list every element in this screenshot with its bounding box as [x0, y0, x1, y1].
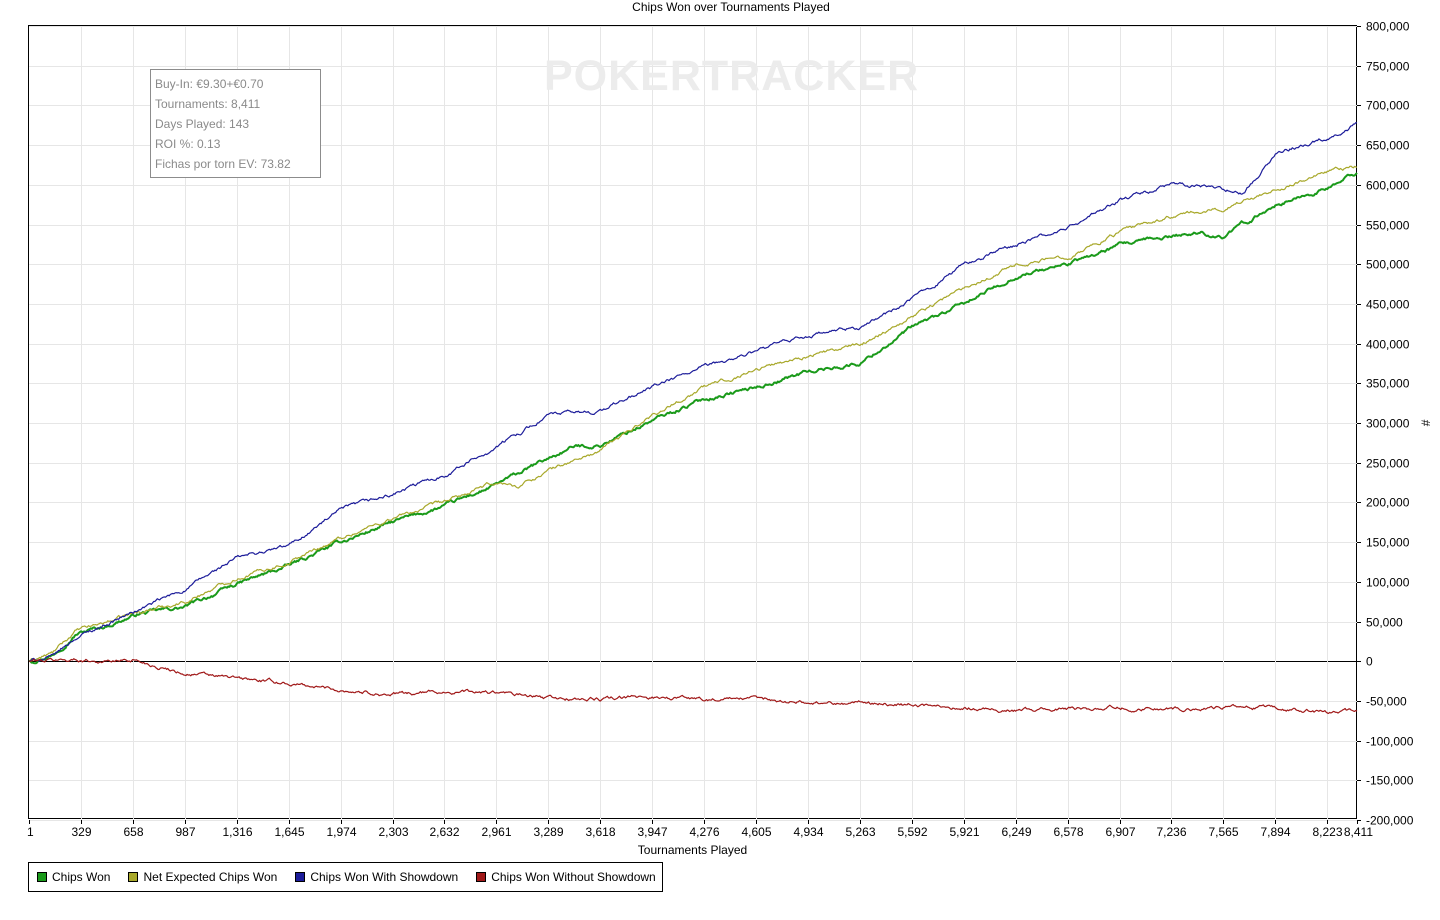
x-tick-label: 8,411: [1344, 825, 1373, 839]
legend-item-net-expected[interactable]: Net Expected Chips Won: [128, 870, 277, 884]
chart-legend: Chips Won Net Expected Chips Won Chips W…: [28, 862, 663, 892]
legend-swatch-without-showdown: [476, 872, 487, 882]
legend-item-with-showdown[interactable]: Chips Won With Showdown: [295, 870, 458, 884]
info-days-played: Days Played: 143: [155, 117, 250, 131]
y-tick-label: 800,000: [1366, 20, 1410, 34]
x-tick-label: 5,592: [897, 825, 927, 839]
x-tick-label: 1,974: [326, 825, 356, 839]
stats-info-box: Buy-In: €9.30+€0.70 Tournaments: 8,411 D…: [150, 69, 321, 178]
x-tick-label: 6,249: [1001, 825, 1031, 839]
legend-label-without-showdown: Chips Won Without Showdown: [491, 870, 656, 884]
y-tick-label: -150,000: [1366, 774, 1414, 788]
y-tick-label: -100,000: [1366, 735, 1414, 749]
watermark-logo: POKERTRACKER: [544, 52, 919, 100]
x-axis-title: Tournaments Played: [637, 843, 748, 857]
legend-label-with-showdown: Chips Won With Showdown: [310, 870, 459, 884]
y-tick-label: 300,000: [1366, 417, 1410, 431]
x-tick-label: 4,605: [741, 825, 771, 839]
y-tick-label: 450,000: [1366, 298, 1410, 312]
y-tick-label: 500,000: [1366, 258, 1410, 272]
info-roi: ROI %: 0.13: [155, 137, 221, 151]
y-axis-title: #: [1418, 419, 1433, 427]
legend-label-chips-won: Chips Won: [52, 870, 111, 884]
y-tick-label: -200,000: [1366, 814, 1414, 828]
y-tick-label: 100,000: [1366, 576, 1410, 590]
x-tick-label: 6,578: [1053, 825, 1083, 839]
legend-swatch-with-showdown: [295, 872, 306, 882]
legend-swatch-net-expected: [128, 872, 139, 882]
x-tick-label: 7,236: [1156, 825, 1186, 839]
y-tick-label: 350,000: [1366, 377, 1410, 391]
series-line-chips-won: [28, 172, 1358, 665]
axes: 800,000 750,000 700,000 650,000 600,000 550,0…: [27, 20, 1414, 840]
x-tick-label: 3,618: [585, 825, 615, 839]
y-tick-label: -50,000: [1366, 695, 1407, 709]
x-tick-label: 2,303: [378, 825, 408, 839]
series-line-chips-won-without-showdown: [29, 657, 1358, 715]
y-tick-label: 400,000: [1366, 338, 1410, 352]
x-tick-label: 987: [175, 825, 195, 839]
x-tick-label: 7,565: [1208, 825, 1238, 839]
x-tick-label: 6,907: [1105, 825, 1135, 839]
x-tick-label: 5,263: [845, 825, 875, 839]
y-tick-label: 600,000: [1366, 179, 1410, 193]
x-tick-label: 1,316: [222, 825, 252, 839]
x-tick-label: 7,894: [1260, 825, 1290, 839]
y-tick-label: 50,000: [1366, 616, 1403, 630]
info-buy-in: Buy-In: €9.30+€0.70: [155, 77, 264, 91]
x-tick-label: 2,632: [429, 825, 459, 839]
chart-title: Chips Won over Tournaments Played: [632, 0, 830, 14]
y-tick-label: 700,000: [1366, 99, 1410, 113]
grid-lines: [29, 26, 1357, 821]
series-line-chips-won-with-showdown: [28, 122, 1358, 662]
x-tick-label: 2,961: [481, 825, 511, 839]
y-tick-label: 150,000: [1366, 536, 1410, 550]
y-tick-label: 550,000: [1366, 219, 1410, 233]
x-tick-label: 1,645: [274, 825, 304, 839]
y-tick-label: 750,000: [1366, 60, 1410, 74]
series-lines: [28, 122, 1358, 715]
x-tick-label: 329: [71, 825, 91, 839]
y-tick-label: 0: [1366, 655, 1373, 669]
series-line-net-expected-chips-won: [28, 165, 1358, 662]
x-tick-label: 3,947: [637, 825, 667, 839]
x-tick-label: 5,921: [949, 825, 979, 839]
legend-label-net-expected: Net Expected Chips Won: [143, 870, 278, 884]
info-tournaments: Tournaments: 8,411: [155, 97, 261, 111]
info-ev: Fichas por torn EV: 73.82: [155, 157, 291, 171]
x-tick-label: 1: [27, 825, 34, 839]
y-tick-label: 250,000: [1366, 457, 1410, 471]
y-tick-label: 200,000: [1366, 496, 1410, 510]
x-tick-label: 4,934: [793, 825, 823, 839]
legend-item-without-showdown[interactable]: Chips Won Without Showdown: [476, 870, 656, 884]
x-tick-label: 3,289: [533, 825, 563, 839]
watermark-text: POKERTRACKER: [544, 52, 920, 100]
legend-swatch-chips-won: [37, 872, 47, 882]
x-tick-label: 658: [123, 825, 143, 839]
x-tick-label: 4,276: [689, 825, 719, 839]
legend-item-chips-won[interactable]: Chips Won: [37, 870, 110, 884]
x-tick-label: 8,223: [1312, 825, 1342, 839]
y-tick-label: 650,000: [1366, 139, 1410, 153]
